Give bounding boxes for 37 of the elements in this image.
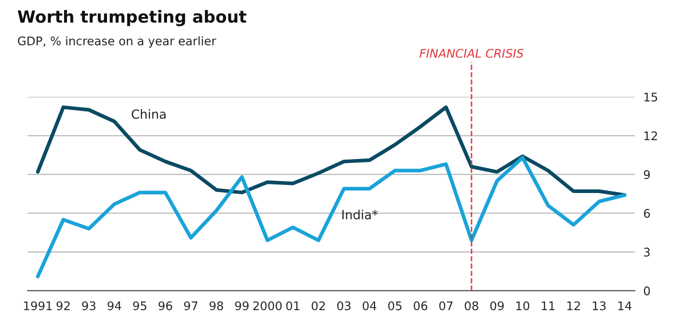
y-tick-label: 3 (644, 248, 650, 257)
x-tick-label: 93 (82, 301, 96, 310)
x-tick-label: 94 (108, 301, 122, 310)
x-tick-label: 08 (464, 301, 478, 310)
x-tick-label: 2000 (253, 301, 282, 310)
x-tick-label: 14 (618, 301, 632, 310)
x-tick-label: 03 (337, 301, 351, 310)
y-tick-label: 0 (644, 286, 650, 296)
x-tick-label: 04 (362, 301, 376, 310)
x-tick-label: 92 (56, 301, 70, 310)
x-tick-label: 10 (516, 301, 530, 310)
x-tick-label: 97 (184, 301, 198, 310)
x-tick-label: 98 (210, 301, 224, 310)
y-tick-label: 12 (644, 131, 657, 140)
x-tick-label: 99 (235, 301, 249, 310)
x-tick-label: 02 (312, 301, 325, 310)
chart-subtitle: GDP, % increase on a year earlier (18, 36, 216, 48)
series-label: India* (342, 210, 378, 220)
y-tick-label: 15 (644, 92, 658, 102)
series-label: China (132, 109, 166, 119)
chart-title: Worth trumpeting about (18, 10, 246, 26)
ref-line-label: FINANCIAL CRISIS (420, 48, 524, 58)
x-tick-label: 12 (567, 301, 580, 310)
line-series (36, 156, 626, 278)
x-tick-label: 13 (592, 301, 606, 310)
x-tick-label: 96 (158, 301, 172, 310)
x-tick-label: 95 (133, 301, 146, 310)
line-series (36, 105, 626, 197)
x-tick-label: 11 (542, 301, 554, 310)
x-tick-label: 05 (388, 301, 402, 310)
x-tick-label: 07 (439, 301, 453, 310)
x-tick-label: 1991 (24, 301, 52, 310)
x-tick-label: 09 (490, 301, 504, 310)
y-tick-label: 6 (644, 208, 650, 218)
x-tick-label: 01 (286, 301, 300, 310)
y-tick-label: 9 (644, 170, 650, 180)
x-tick-label: 06 (414, 301, 428, 310)
